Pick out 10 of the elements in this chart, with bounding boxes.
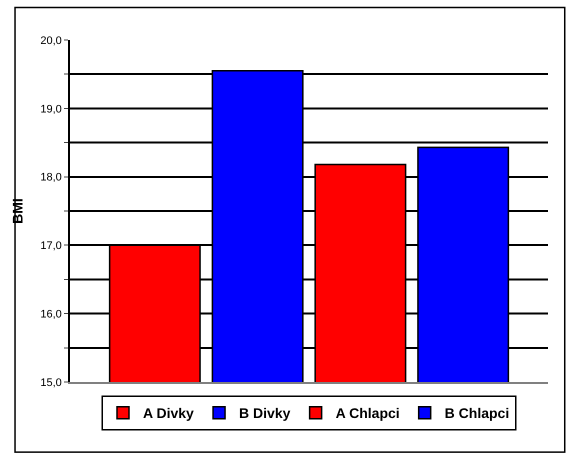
legend-label: B Divky <box>239 405 291 422</box>
y-tick-label: 15,0 <box>40 376 62 389</box>
y-tick-label: 20,0 <box>40 34 62 47</box>
legend-label: A Divky <box>143 405 194 422</box>
y-tick-label: 17,0 <box>40 240 62 252</box>
legend-label: A Chlapci <box>336 405 400 422</box>
y-tick-label: 18,0 <box>40 172 62 184</box>
legend-label: B Chlapci <box>444 405 510 422</box>
y-tick-label: 19,0 <box>40 103 62 116</box>
y-tick-label: 16,0 <box>40 308 62 320</box>
